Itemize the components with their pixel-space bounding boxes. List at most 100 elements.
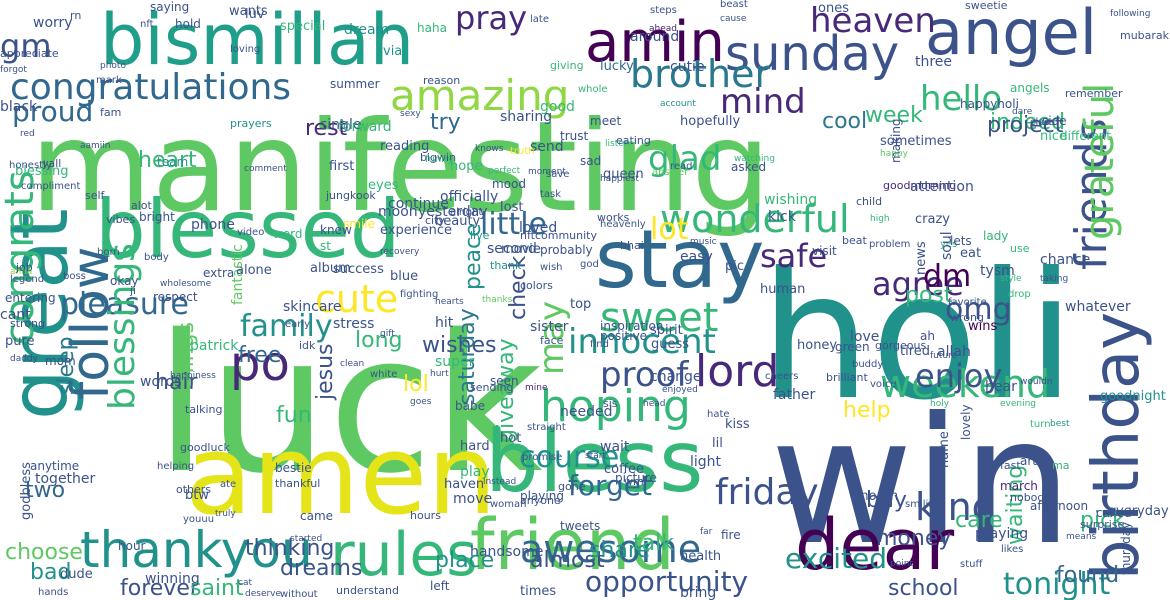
word-dreams: dreams xyxy=(280,556,363,581)
word-innocent: innocent xyxy=(568,322,716,362)
word-rn: rn xyxy=(70,9,82,22)
word-indeed: indeed xyxy=(990,110,1066,135)
word-inspiration: inspiration xyxy=(600,319,664,333)
word-forever: forever xyxy=(120,576,199,600)
word-tonight: tonight xyxy=(1003,567,1111,600)
word-ma: ma xyxy=(1052,459,1070,472)
word-haha: haha xyxy=(417,21,447,35)
word-trust: trust xyxy=(560,129,589,143)
word-queen: queen xyxy=(603,167,644,182)
word-helping: helping xyxy=(157,461,195,472)
word-school: school xyxy=(888,576,959,600)
word-white: white xyxy=(370,369,398,380)
word-march: march xyxy=(1000,479,1038,493)
word-friend: friend xyxy=(470,504,675,586)
word-thanks: thanks xyxy=(482,295,513,305)
word-amin: amin xyxy=(585,10,725,75)
word-picture: picture xyxy=(615,471,657,485)
word-dear: dear xyxy=(795,504,955,586)
word-bad: bad xyxy=(30,560,72,585)
word-sister: sister xyxy=(530,319,569,335)
word-winning: winning xyxy=(145,571,200,587)
word-name: name xyxy=(937,431,952,468)
word-asked: asked xyxy=(731,160,767,174)
word-remember: remember xyxy=(1065,87,1123,100)
word-change: change xyxy=(650,369,702,385)
word-taking: taking xyxy=(1040,274,1069,284)
word-turn: turn xyxy=(1030,419,1051,430)
word-rest: rest xyxy=(305,116,348,141)
word-pick: pick xyxy=(1080,508,1125,533)
word-hope: hope xyxy=(450,159,483,174)
word-die: die xyxy=(810,516,826,527)
word-cat: cat xyxy=(238,578,252,588)
word-different: different xyxy=(1060,129,1111,143)
word-art: art xyxy=(1020,454,1037,468)
word-pure: pure xyxy=(5,334,35,349)
word-hurt: hurt xyxy=(430,369,449,379)
word-self: self xyxy=(85,189,105,202)
word-try: try xyxy=(430,110,461,135)
word-wrong: wrong xyxy=(950,311,984,324)
word-anna: anna xyxy=(10,267,33,277)
word-called: called xyxy=(1096,506,1132,520)
word-month: month xyxy=(856,489,899,504)
word-ah: ah xyxy=(920,329,935,343)
word-fam: fam xyxy=(100,106,122,119)
word-love: love xyxy=(850,329,880,345)
word-guess: guess xyxy=(651,337,690,352)
word-goodnight: goodnight xyxy=(1100,389,1166,404)
word-fire: fire xyxy=(721,528,741,542)
word-surprise: surprise xyxy=(1080,518,1125,531)
word-promise: promise xyxy=(522,452,563,463)
word-mine: mine xyxy=(525,383,548,393)
word-omg: omg xyxy=(945,292,1012,327)
word-anyone: anyone xyxy=(520,494,561,507)
word-red: red xyxy=(20,129,35,139)
word-nftcommunity: nftcommunity xyxy=(520,229,597,242)
word-two: two xyxy=(25,478,66,503)
word-word: word xyxy=(273,227,303,241)
word-clean: clean xyxy=(340,359,365,369)
word-cute: cute xyxy=(315,277,399,321)
word-fun: fun xyxy=(276,403,312,428)
word-allah: allah xyxy=(937,344,971,360)
word-moon: moon xyxy=(378,204,418,220)
word-talk: talk xyxy=(633,531,674,556)
word-wouldn: wouldn xyxy=(1020,377,1053,387)
word-entering: entering xyxy=(5,291,56,305)
word-blessed: blessed xyxy=(95,183,401,276)
word-happiest: happiest xyxy=(600,174,639,184)
word-experience: experience xyxy=(380,223,453,238)
word-kiss: kiss xyxy=(725,417,750,432)
word-safe: safe xyxy=(760,237,828,275)
word-recovery: recovery xyxy=(380,247,420,257)
word-angels: angels xyxy=(1010,81,1050,95)
word-father: father xyxy=(773,387,816,403)
word-pic: pic xyxy=(725,259,745,274)
word-buddy: buddy xyxy=(852,359,884,370)
word-wishing: wishing xyxy=(764,192,818,208)
word-easy: easy xyxy=(680,249,713,265)
word-sometimes: sometimes xyxy=(880,134,952,149)
word-share: share xyxy=(589,538,650,563)
word-worry: worry xyxy=(33,15,73,31)
word-single: single xyxy=(320,117,362,133)
word-luck: luck xyxy=(155,294,543,515)
word-thank: thank xyxy=(490,259,522,272)
word-body: body xyxy=(144,252,169,263)
word-lil: lil xyxy=(712,436,723,451)
word-instead: instead xyxy=(483,477,517,487)
word-mubarak: mubarak xyxy=(1120,29,1170,42)
word-godbless: godbless xyxy=(19,462,34,520)
word-kick: kick xyxy=(768,209,796,225)
word-wishes: wishes xyxy=(422,333,497,358)
word-course: course xyxy=(519,440,620,475)
word-future: future xyxy=(930,351,958,361)
word-cool: cool xyxy=(822,109,868,134)
word-alright: alright xyxy=(450,207,483,218)
word-moment: moment xyxy=(528,167,566,177)
word-forward: forward xyxy=(338,119,392,135)
word-late: late xyxy=(530,14,549,25)
